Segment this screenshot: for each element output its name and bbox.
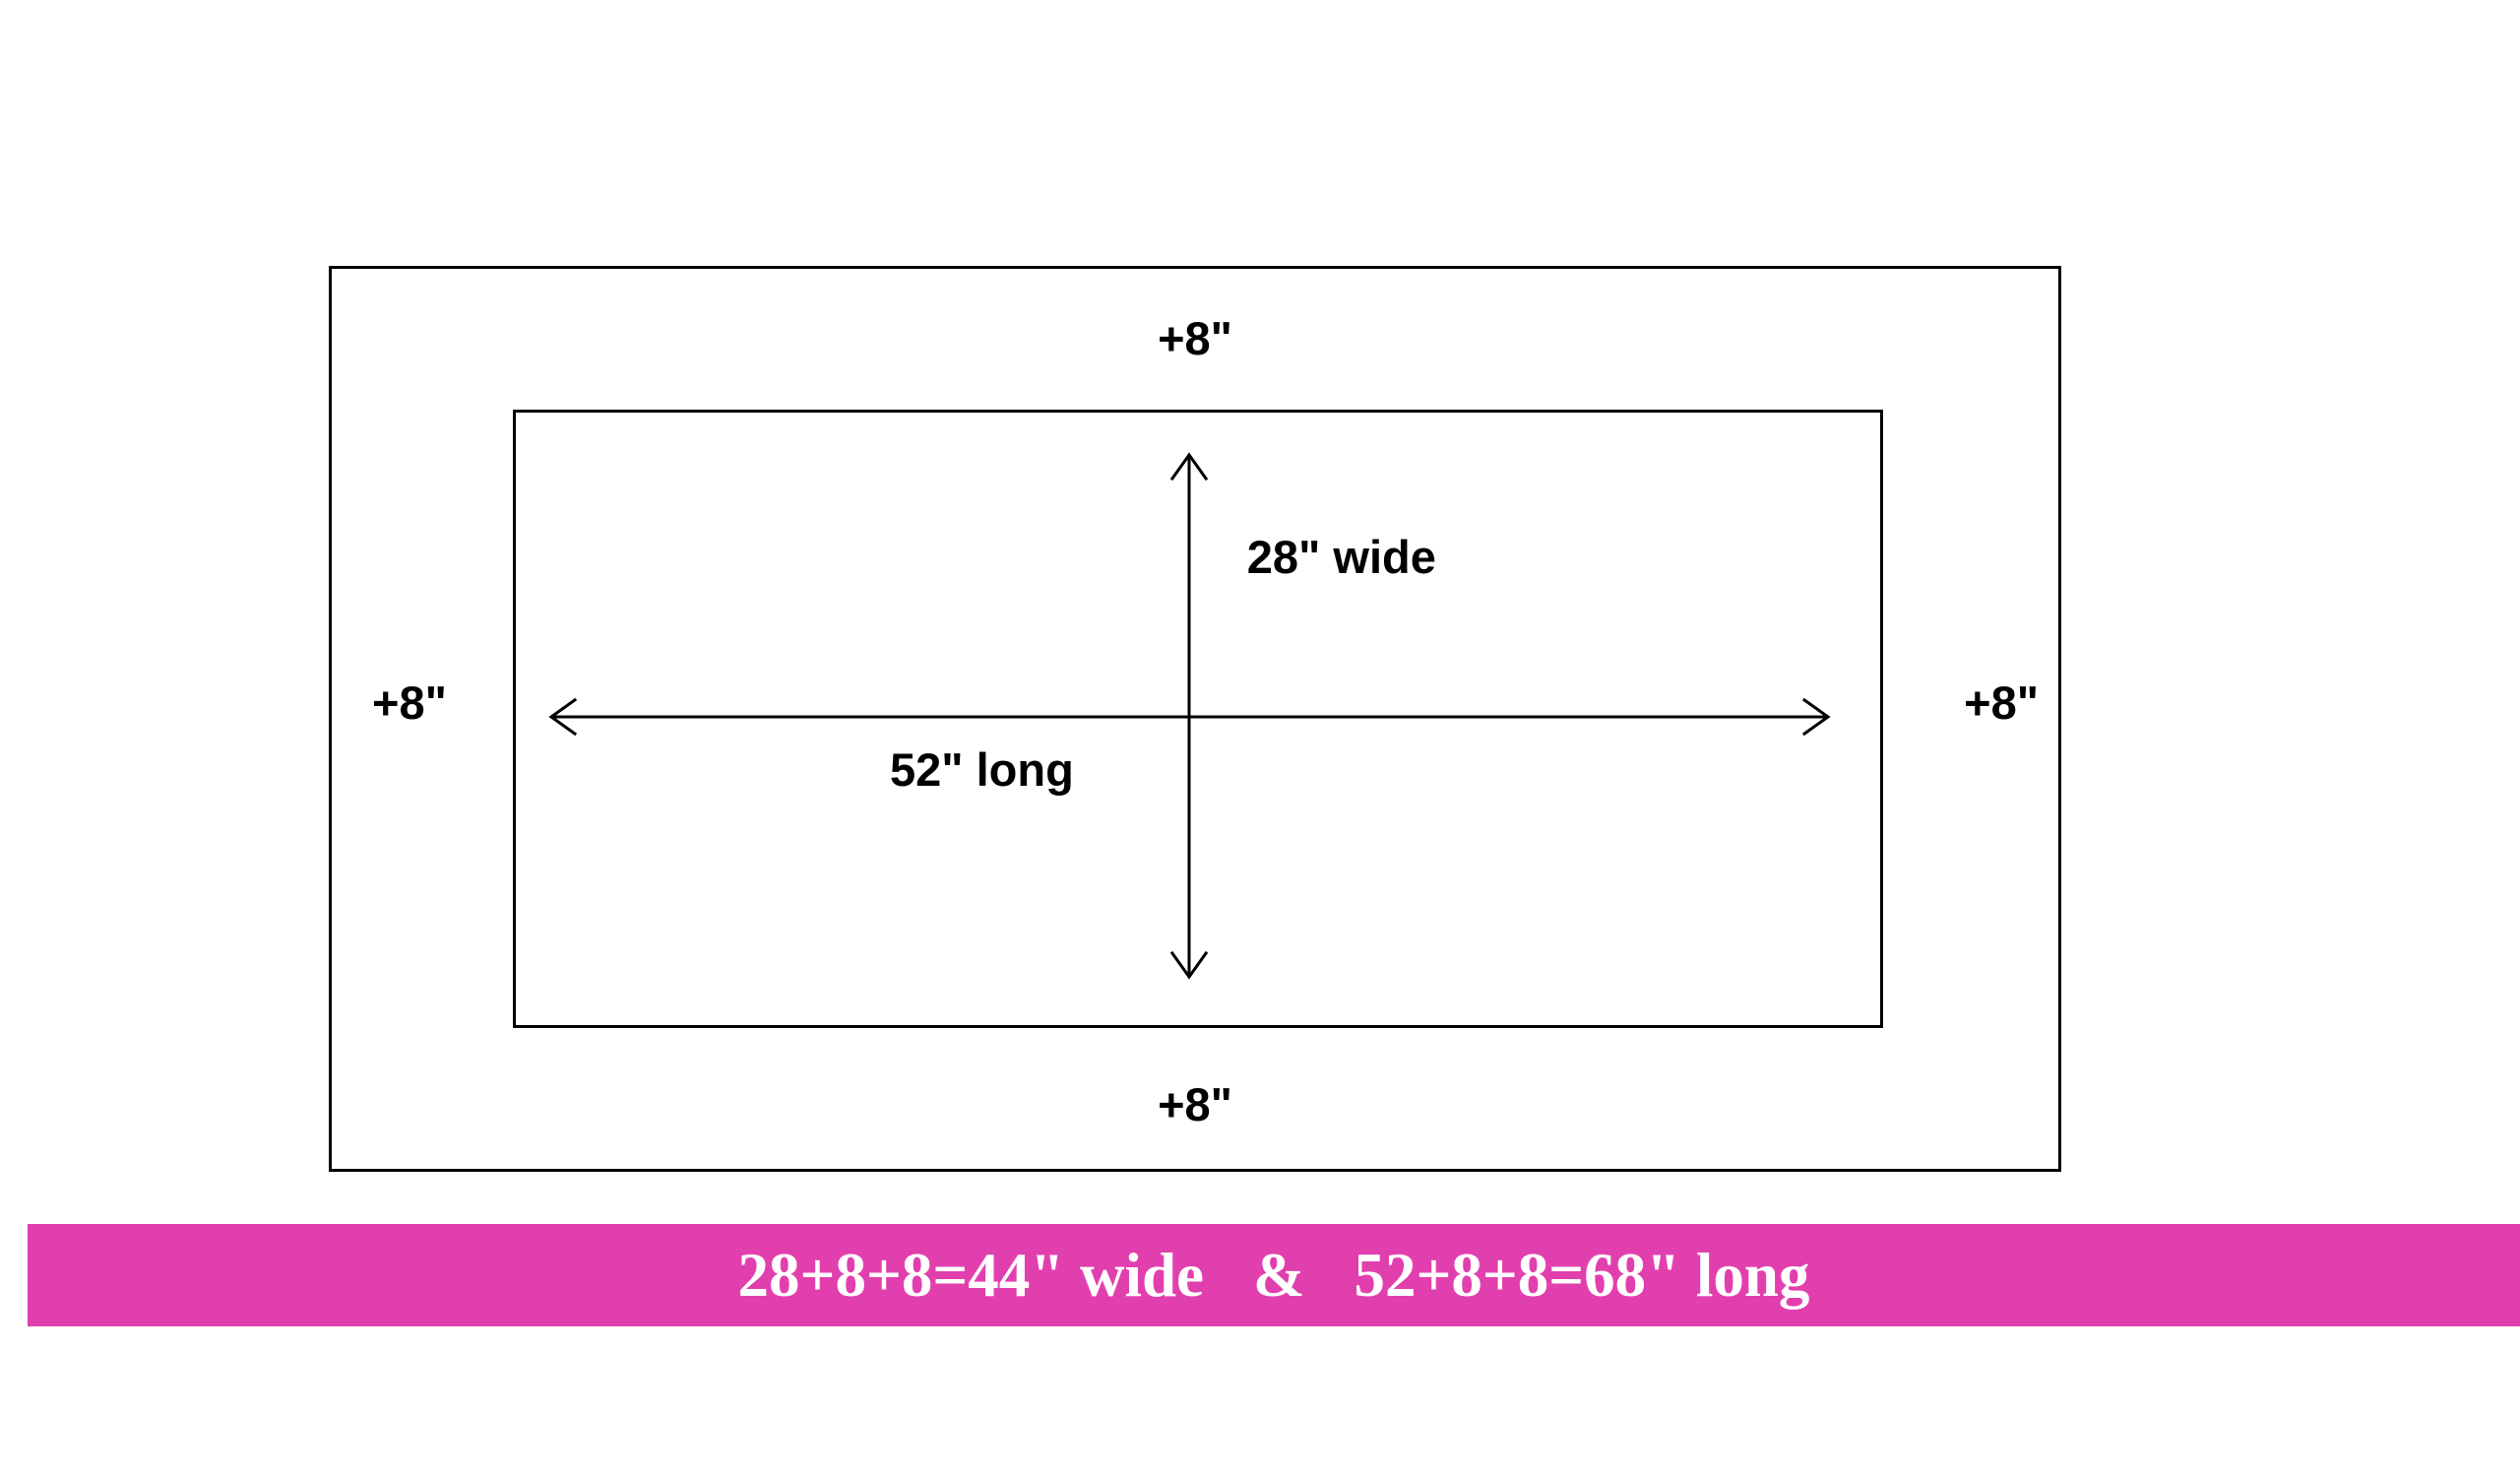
length-calculation: 52+8+8=68" long <box>1354 1240 1809 1312</box>
width-calculation: 28+8+8=44" wide <box>738 1240 1204 1312</box>
separator: & <box>1253 1240 1304 1312</box>
margin-label-right: +8" <box>1964 676 2039 730</box>
margin-label-top: +8" <box>1158 311 1232 365</box>
dimension-arrows <box>329 266 2061 1172</box>
width-dimension-label: 28" wide <box>1247 530 1436 584</box>
length-dimension-label: 52" long <box>890 742 1074 797</box>
margin-label-left: +8" <box>372 676 447 730</box>
margin-label-bottom: +8" <box>1158 1077 1232 1131</box>
result-bar: 28+8+8=44" wide & 52+8+8=68" long <box>28 1224 2520 1326</box>
dimension-diagram: +8" +8" +8" +8" 28" wide 52" long <box>329 266 2061 1172</box>
